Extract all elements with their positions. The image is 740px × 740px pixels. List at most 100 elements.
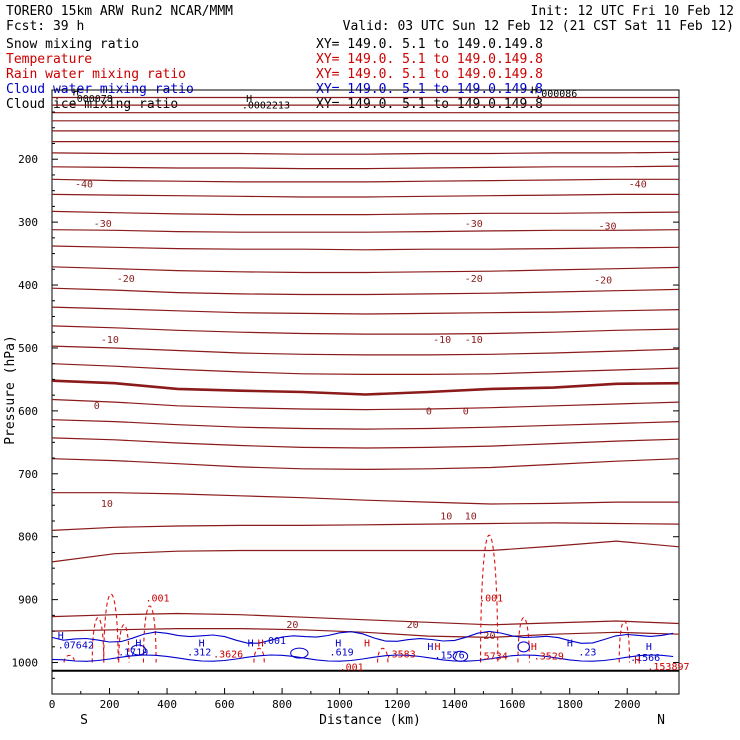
x-tick-label: 1800 — [556, 698, 583, 711]
y-tick-label: 200 — [18, 153, 38, 166]
rain-label: .3529 — [534, 651, 564, 662]
isotherm — [51, 458, 680, 471]
legend-xy: XY= 149.0. 5.1 to 149.0.149.8 — [316, 67, 543, 82]
high-marker: H — [646, 642, 652, 653]
cloud-cell — [517, 641, 530, 653]
isotherm — [51, 398, 680, 411]
isotherm-label: 0 — [426, 407, 432, 418]
high-marker: H — [199, 639, 205, 650]
high-marker: H — [248, 639, 254, 650]
isotherm — [51, 540, 680, 563]
isotherm — [51, 287, 680, 296]
high-marker: H — [73, 88, 79, 99]
legend-xy: XY= 149.0. 5.1 to 149.0.149.8 — [316, 52, 543, 67]
x-tick-label: 800 — [272, 698, 292, 711]
isotherm-label: -30 — [94, 219, 112, 230]
isotherm — [51, 165, 680, 170]
isotherm — [51, 437, 680, 449]
ice-label: .000086 — [535, 89, 577, 100]
rain-contour — [118, 624, 130, 663]
x-tick-label: 1000 — [326, 698, 353, 711]
isotherm — [51, 210, 680, 216]
cloud-water-contours — [51, 630, 674, 662]
isotherm — [51, 419, 680, 430]
isotherm-label: -30 — [465, 219, 483, 230]
rain-contour — [63, 654, 75, 663]
isotherm — [51, 325, 680, 335]
rain-contour — [253, 647, 265, 663]
x-tick-label: 1200 — [384, 698, 411, 711]
high-marker: H — [135, 639, 141, 650]
cloud-water-label: .1566 — [630, 653, 660, 664]
isotherm — [51, 178, 679, 183]
high-marker: H — [427, 642, 433, 653]
rain-contour — [618, 620, 631, 663]
high-marker: H — [634, 656, 640, 667]
rain-label: .001 — [340, 663, 364, 674]
init-time: Init: 12 UTC Fri 10 Feb 12 — [531, 4, 735, 19]
rain-contour — [377, 647, 389, 663]
rain-label: .001 — [479, 593, 503, 604]
cloud-water-label: .001 — [262, 636, 286, 647]
isotherm-label: -10 — [433, 335, 451, 346]
y-tick-label: 600 — [18, 405, 38, 418]
isotherm-label: 20 — [483, 631, 495, 642]
contour-labels: -40 -40 -30 -30 -30 -20 -20 -20 -10 -10 -10 0 0 0 10 10… — [58, 86, 690, 674]
isotherm-label: 20 — [407, 620, 419, 631]
x-tick-label: 1600 — [499, 698, 526, 711]
isotherm — [51, 266, 680, 274]
cloud-water-label: .07642 — [58, 641, 94, 652]
isotherm — [51, 151, 680, 155]
isotherm-label: 0 — [463, 407, 469, 418]
isotherm-label: -20 — [594, 276, 612, 287]
forecast-hour: Fcst: 39 h — [6, 19, 84, 34]
isotherm-label: 10 — [440, 512, 452, 523]
ice-label: .0002213 — [242, 101, 290, 112]
axes: 0 200 400 600 800 1000 1200 1400 1600 1800 2000200… — [12, 111, 679, 711]
y-tick-label: 800 — [18, 531, 38, 544]
high-marker: H — [335, 639, 341, 650]
legend-label: Temperature — [6, 52, 92, 67]
model-title: TORERO 15km ARW Run2 NCAR/MMM — [6, 4, 233, 19]
rain-label: .5734 — [478, 651, 508, 662]
cloud-cell — [452, 650, 469, 662]
y-tick-label: 300 — [18, 216, 38, 229]
legend-label: Rain water mixing ratio — [6, 67, 186, 82]
rain-label: .001 — [145, 593, 169, 604]
isotherm-label: -40 — [629, 179, 647, 190]
temperature-isotherms — [51, 96, 680, 639]
valid-time: Valid: 03 UTC Sun 12 Feb 12 (21 CST Sat … — [343, 19, 734, 34]
high-marker: H — [58, 631, 64, 642]
isotherm — [51, 628, 680, 639]
isotherm-label: -10 — [101, 335, 119, 346]
high-marker: H — [364, 639, 370, 650]
x-tick-label: 200 — [100, 698, 120, 711]
rain-contour — [142, 605, 157, 663]
isotherm-zero — [51, 379, 680, 396]
legend-xy: XY= 149.0. 5.1 to 149.0.149.8 — [316, 37, 543, 52]
cloud-cell — [130, 644, 147, 656]
isotherm-label: 10 — [465, 512, 477, 523]
rain-contour — [479, 534, 499, 663]
legend-label: Snow mixing ratio — [6, 37, 139, 52]
x-tick-label: 600 — [215, 698, 235, 711]
rain-label: .3583 — [386, 649, 416, 660]
high-marker: H — [246, 94, 252, 105]
rain-label: .3626 — [213, 649, 243, 660]
y-tick-label: 400 — [18, 279, 38, 292]
isotherm-label: -20 — [465, 274, 483, 285]
isotherm-label: -20 — [117, 274, 135, 285]
ice-label: .000078 — [71, 94, 113, 105]
y-tick-label: 900 — [18, 594, 38, 607]
cloud-contour — [51, 654, 674, 662]
isotherm-label: -40 — [75, 179, 93, 190]
x-tick-label: 400 — [157, 698, 177, 711]
isotherm-label: 10 — [101, 499, 113, 510]
north-end-label: N — [657, 713, 665, 728]
rain-label: .153897 — [647, 662, 689, 673]
high-marker: H — [531, 86, 537, 97]
isotherm — [51, 245, 680, 251]
y-tick-label: 1000 — [12, 657, 39, 670]
south-end-label: S — [80, 713, 88, 728]
x-tick-label: 1400 — [441, 698, 468, 711]
